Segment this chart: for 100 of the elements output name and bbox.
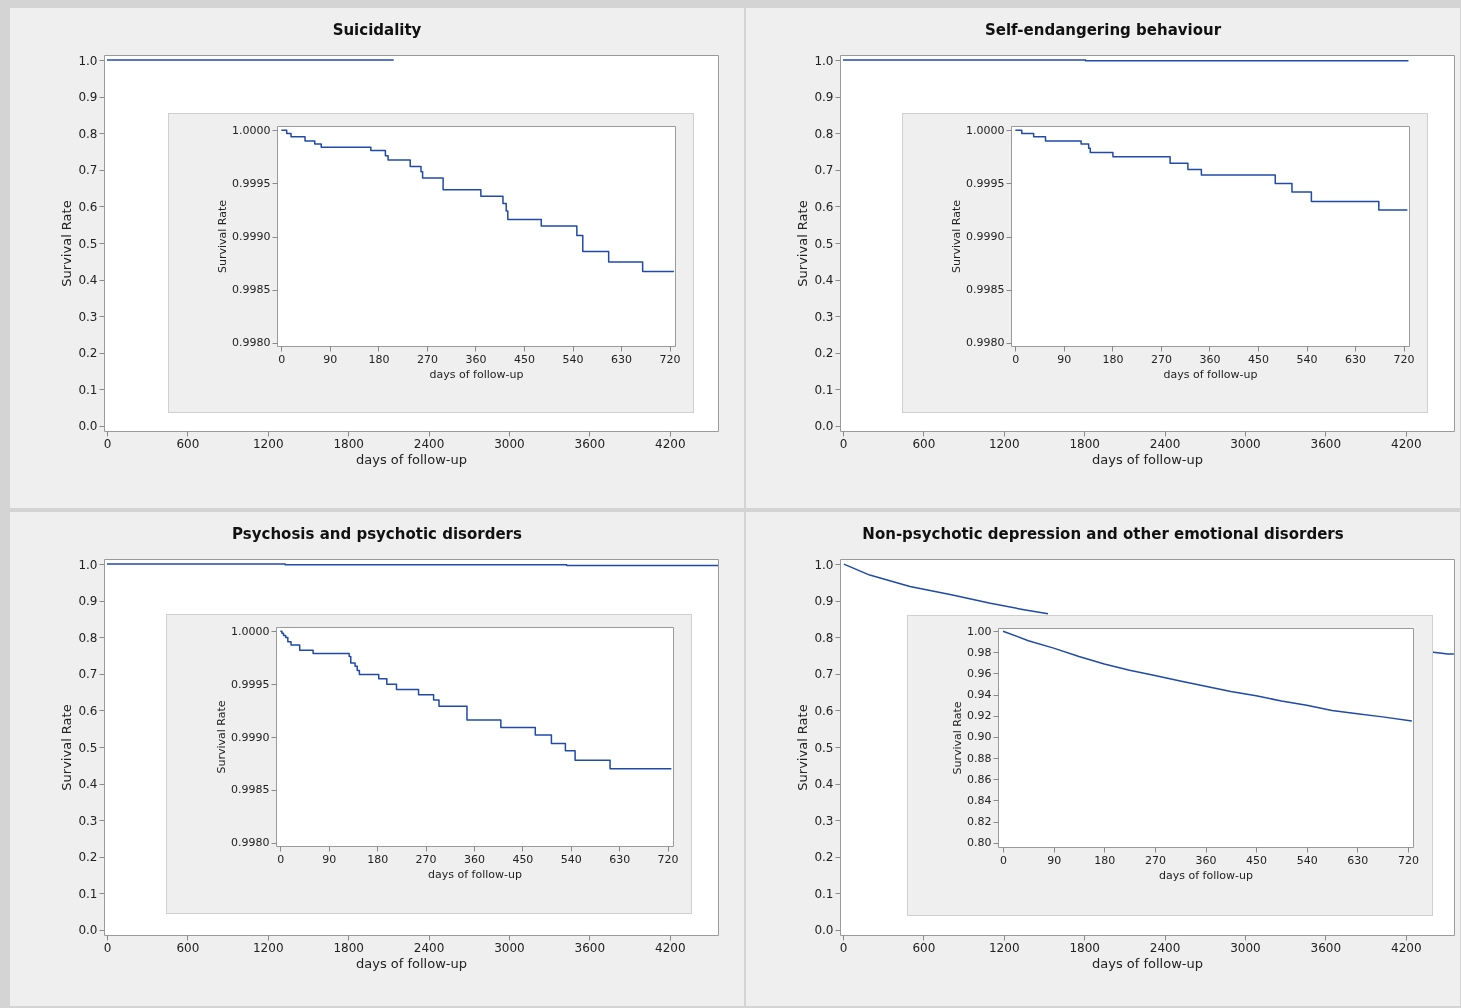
x-tick-label: 360 <box>463 852 485 866</box>
y-tick-label: 0.9985 <box>231 783 270 797</box>
x-tick-label: 90 <box>323 352 338 366</box>
x-axis-title: days of follow-up <box>428 867 522 881</box>
x-tick-label: 3000 <box>494 940 525 955</box>
x-tick-label: 3000 <box>1230 940 1261 955</box>
y-axis-title: Survival Rate <box>59 704 75 791</box>
y-tick-label: 0.7 <box>78 667 98 682</box>
y-tick-label: 0.5 <box>78 740 98 755</box>
y-tick-label: 0.1 <box>78 382 98 397</box>
x-tick-label: 180 <box>368 352 390 366</box>
y-tick-label: 0.0 <box>814 923 834 938</box>
y-tick-label: 1.00 <box>967 624 992 638</box>
x-tick-label: 720 <box>1393 352 1415 366</box>
x-tick-label: 630 <box>1345 352 1367 366</box>
x-tick-label: 720 <box>659 352 681 366</box>
x-tick-label: 1800 <box>333 940 364 955</box>
x-tick-label: 630 <box>611 352 633 366</box>
y-tick-label: 0.84 <box>967 793 992 807</box>
y-tick-label: 0.5 <box>814 236 834 251</box>
y-axis-title: Survival Rate <box>59 200 75 287</box>
y-tick-label: 0.2 <box>78 346 98 361</box>
x-tick-label: 600 <box>176 436 200 451</box>
x-tick-label: 3600 <box>574 436 606 451</box>
x-tick-label: 180 <box>1102 352 1124 366</box>
y-tick-label: 0.9980 <box>231 836 270 850</box>
x-tick-label: 600 <box>912 436 936 451</box>
chart-title: Non-psychotic depression and other emotional disorders <box>862 525 1344 544</box>
y-axis-title: Survival Rate <box>795 200 811 287</box>
x-tick-label: 3600 <box>574 940 606 955</box>
x-tick-label: 2400 <box>1149 436 1181 451</box>
y-tick-label: 0.8 <box>814 630 834 645</box>
x-tick-label: 2400 <box>413 436 445 451</box>
y-tick-label: 1.0 <box>814 53 834 68</box>
x-tick-label: 360 <box>465 352 487 366</box>
chart-title: Psychosis and psychotic disorders <box>232 525 522 544</box>
x-tick-label: 1800 <box>1069 436 1100 451</box>
y-axis-title: Survival Rate <box>215 700 229 774</box>
y-tick-label: 0.5 <box>814 740 834 755</box>
y-tick-label: 0.1 <box>814 886 834 901</box>
y-tick-label: 0.9990 <box>966 230 1005 244</box>
x-tick-label: 2400 <box>413 940 445 955</box>
chart-title: Suicidality <box>332 21 422 40</box>
x-tick-label: 90 <box>1047 853 1062 867</box>
x-tick-label: 450 <box>1248 352 1269 366</box>
y-tick-label: 0.1 <box>814 382 834 397</box>
y-tick-label: 0.3 <box>814 813 834 828</box>
y-tick-label: 0.2 <box>78 850 98 865</box>
y-tick-label: 0.2 <box>814 346 834 361</box>
y-tick-label: 0.0 <box>78 419 98 434</box>
x-tick-label: 0 <box>839 436 848 451</box>
y-tick-label: 0.7 <box>814 667 834 682</box>
y-tick-label: 0.9990 <box>231 730 270 744</box>
x-axis-title: days of follow-up <box>1163 367 1258 381</box>
y-tick-label: 1.0000 <box>232 123 271 137</box>
y-tick-label: 0.9985 <box>966 283 1005 297</box>
x-tick-label: 1800 <box>1069 940 1100 955</box>
y-tick-label: 0.90 <box>967 730 992 744</box>
x-tick-label: 270 <box>415 852 437 866</box>
y-tick-label: 0.82 <box>967 815 992 829</box>
x-tick-label: 540 <box>562 352 584 366</box>
y-tick-label: 1.0 <box>814 557 834 572</box>
x-axis-title: days of follow-up <box>1159 868 1253 882</box>
x-tick-label: 1200 <box>252 940 284 955</box>
x-tick-label: 2400 <box>1149 940 1181 955</box>
x-tick-label: 720 <box>657 852 679 866</box>
y-tick-label: 0.2 <box>814 850 834 865</box>
line-series <box>1002 630 1413 722</box>
y-tick-label: 0.0 <box>814 419 834 434</box>
y-tick-label: 0.3 <box>78 309 98 324</box>
y-tick-label: 0.9980 <box>232 336 271 350</box>
y-tick-label: 0.4 <box>78 273 98 288</box>
x-tick-label: 0 <box>1012 352 1020 366</box>
x-tick-label: 720 <box>1397 853 1419 867</box>
x-tick-label: 3600 <box>1310 940 1342 955</box>
x-tick-label: 360 <box>1199 352 1221 366</box>
x-tick-label: 4200 <box>1390 940 1422 955</box>
y-tick-label: 0.9995 <box>232 176 271 190</box>
x-tick-label: 0 <box>277 852 285 866</box>
x-tick-label: 540 <box>1296 352 1318 366</box>
y-tick-label: 0.6 <box>814 703 834 718</box>
y-tick-label: 0.9 <box>78 594 98 609</box>
x-axis-title: days of follow-up <box>1091 955 1204 971</box>
y-tick-label: 0.4 <box>814 273 834 288</box>
y-tick-label: 0.6 <box>78 199 98 214</box>
x-axis-title: days of follow-up <box>429 367 524 381</box>
y-tick-label: 0.9 <box>814 90 834 105</box>
x-tick-label: 1800 <box>333 436 364 451</box>
x-tick-label: 0 <box>103 940 112 955</box>
x-tick-label: 360 <box>1195 853 1217 867</box>
x-tick-label: 180 <box>1094 853 1116 867</box>
y-tick-label: 0.3 <box>814 309 834 324</box>
y-tick-label: 0.80 <box>967 836 992 850</box>
x-tick-label: 90 <box>322 852 337 866</box>
x-tick-label: 4200 <box>654 940 686 955</box>
y-tick-label: 0.4 <box>78 777 98 792</box>
x-tick-label: 0 <box>103 436 112 451</box>
y-tick-label: 0.9985 <box>232 283 271 297</box>
y-tick-label: 0.1 <box>78 886 98 901</box>
y-tick-label: 0.9980 <box>966 336 1005 350</box>
